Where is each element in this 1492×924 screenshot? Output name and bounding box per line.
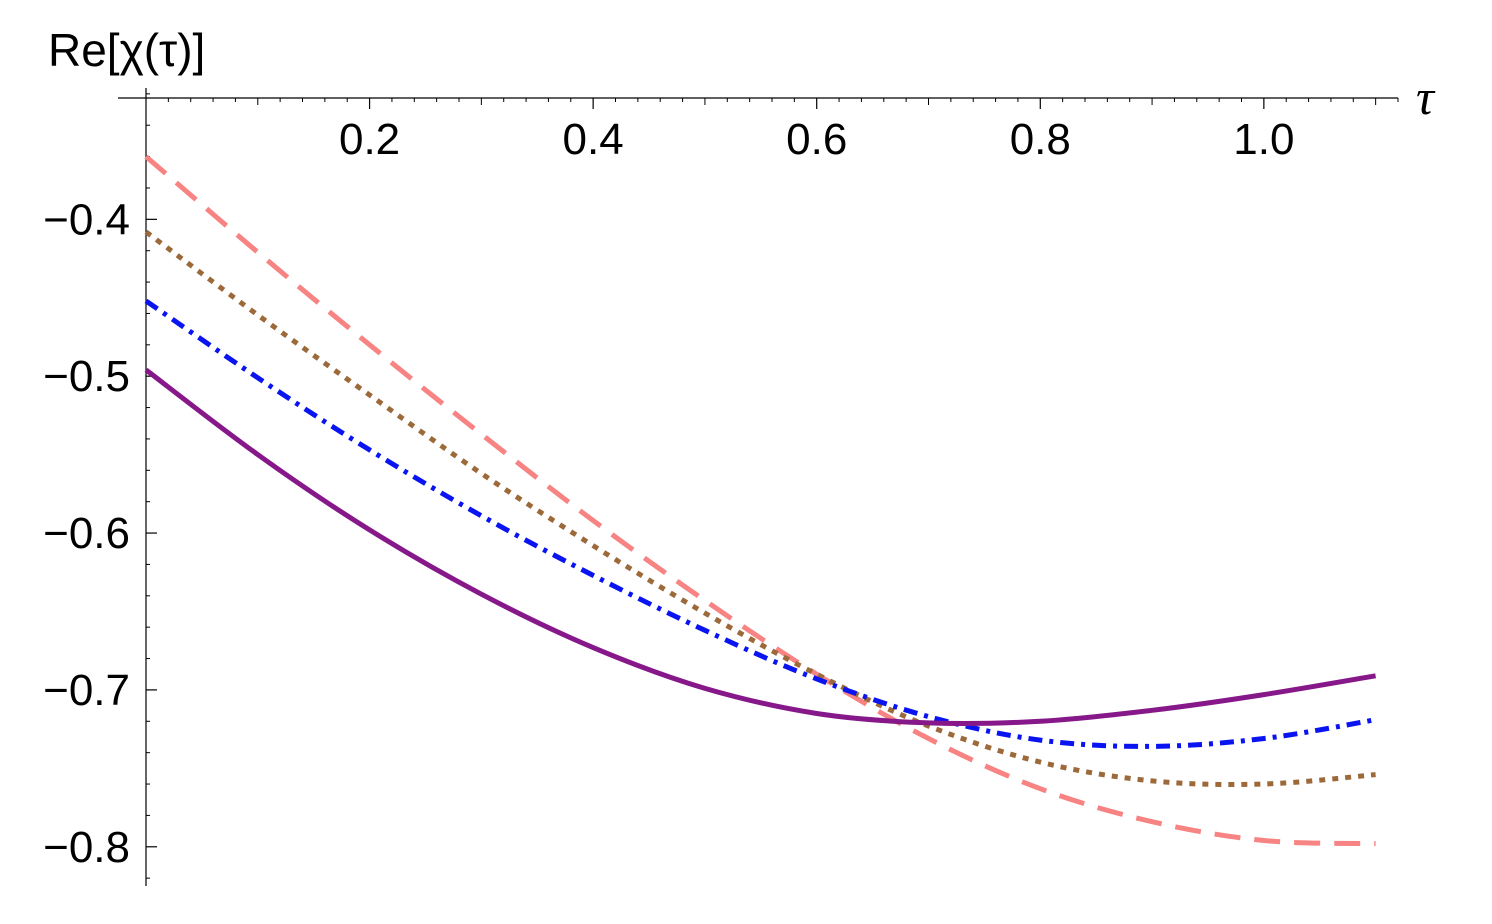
y-tick-label: −0.5 — [43, 352, 130, 401]
x-tick-label: 0.2 — [339, 115, 400, 164]
series-line-2 — [144, 229, 1376, 788]
minor-ticks — [146, 93, 1399, 879]
x-tick-label: 0.6 — [786, 115, 847, 164]
series-layer — [144, 154, 1377, 847]
x-tick-label: 1.0 — [1233, 115, 1294, 164]
series-line-3 — [144, 298, 1377, 749]
y-tick-label: −0.4 — [43, 195, 130, 244]
y-tick-label: −0.8 — [43, 823, 130, 872]
y-axis-title: Re[χ(τ)] — [48, 24, 205, 76]
series-line-1 — [144, 154, 1376, 847]
series-line-4 — [144, 367, 1377, 727]
x-axis-title: τ — [1416, 69, 1436, 125]
y-tick-label: −0.6 — [43, 509, 130, 558]
tick-labels: 0.2 0.4 0.6 0.8 1.0 −0.4 −0.5 −0.6 −0.7 −0.8 — [43, 115, 1294, 872]
x-tick-label: 0.8 — [1010, 115, 1071, 164]
x-tick-label: 0.4 — [563, 115, 624, 164]
y-tick-label: −0.7 — [43, 666, 130, 715]
major-ticks — [146, 98, 1265, 848]
